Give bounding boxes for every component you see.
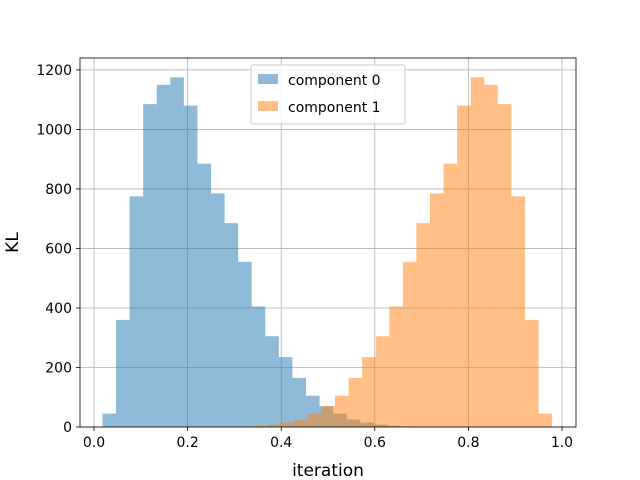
legend: component 0 component 1	[250, 64, 406, 125]
bar	[292, 377, 307, 427]
y-tick-label: 400	[45, 301, 72, 317]
x-tick-label: 0.4	[270, 435, 292, 451]
x-tick-label: 1.0	[551, 435, 573, 451]
bars-group	[102, 77, 553, 428]
x-tick-label: 0.0	[83, 435, 105, 451]
x-tick-label: 0.6	[364, 435, 386, 451]
bar	[170, 77, 184, 427]
bar	[457, 105, 471, 427]
bar	[497, 104, 512, 427]
y-tick-label: 1200	[36, 63, 72, 79]
legend-label-component-0: component 0	[288, 73, 381, 89]
bar	[183, 105, 198, 427]
bar	[197, 163, 212, 428]
bar	[116, 319, 130, 427]
bar	[267, 424, 281, 427]
bar	[362, 357, 376, 427]
bar	[265, 336, 279, 427]
bar	[402, 261, 417, 427]
legend-swatch-component-1	[258, 101, 278, 111]
bar	[278, 357, 293, 427]
bar	[416, 223, 431, 427]
bar	[511, 196, 525, 427]
y-tick-label: 800	[45, 182, 72, 198]
bar	[484, 84, 498, 427]
bar	[143, 104, 157, 427]
bar	[524, 319, 539, 427]
bar	[294, 419, 308, 427]
bar	[102, 413, 117, 427]
bar	[280, 422, 295, 427]
series-0-bars	[102, 77, 415, 428]
plot-frame	[79, 57, 577, 428]
x-tick-label: 0.8	[457, 435, 479, 451]
legend-label-component-1: component 1	[288, 100, 381, 116]
bar	[129, 196, 144, 427]
bar	[375, 336, 390, 427]
legend-box	[250, 64, 406, 125]
y-tick-label: 600	[45, 241, 72, 257]
bar	[470, 77, 485, 427]
bar	[238, 261, 252, 427]
bar	[538, 413, 553, 427]
bar	[253, 425, 268, 427]
bar	[348, 377, 363, 427]
y-tick-label: 200	[45, 360, 72, 376]
series-1-bars	[240, 77, 553, 428]
bar	[335, 395, 349, 427]
y-tick-label: 1000	[36, 122, 72, 138]
bar	[156, 84, 171, 427]
bar	[389, 306, 403, 427]
bar	[224, 223, 239, 427]
ticks-group: 0.0 0.2 0.4 0.6 0.8 1.0 0 200 400 600 800 1000 1200	[36, 63, 573, 451]
bar	[307, 413, 322, 427]
bar	[211, 193, 225, 427]
bar	[251, 306, 266, 427]
x-tick-label: 0.2	[176, 435, 198, 451]
bar	[443, 163, 458, 428]
y-axis-label: KL	[3, 232, 23, 253]
bar	[430, 193, 444, 427]
y-tick-label: 0	[63, 420, 72, 436]
legend-swatch-component-0	[258, 74, 278, 84]
bar	[321, 406, 336, 427]
x-axis-label: iteration	[292, 461, 364, 480]
